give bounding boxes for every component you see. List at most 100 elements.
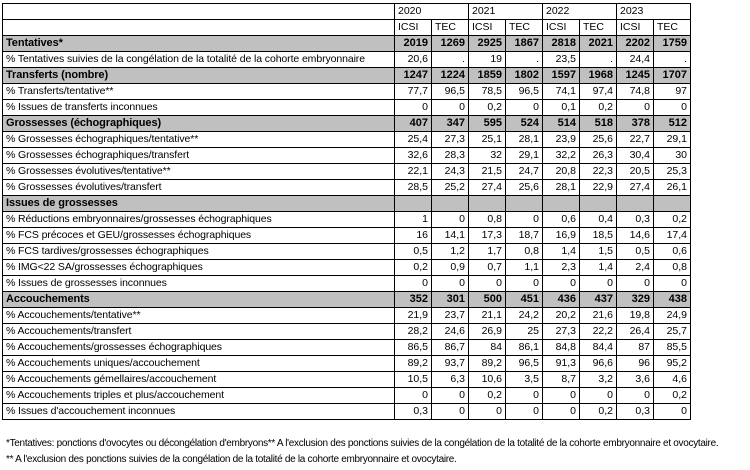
cell-value: 18,5 (579, 227, 617, 244)
cell-value: 524 (505, 115, 543, 132)
cell-value (505, 195, 543, 212)
cell-value: 0,8 (468, 211, 506, 228)
year-header: 2022 (542, 3, 617, 20)
cell-value: 512 (653, 115, 691, 132)
cell-value: 97,4 (579, 83, 617, 100)
cell-value: 24,2 (505, 307, 543, 324)
cell-value (468, 195, 506, 212)
cell-value: 1,2 (431, 243, 469, 260)
cell-value: 10,5 (394, 371, 432, 388)
cell-value: . (653, 51, 691, 68)
cell-value: 0 (653, 275, 691, 292)
cell-value: 0,2 (653, 387, 691, 404)
cell-value: 0,5 (394, 243, 432, 260)
row-label: % Accouchements uniques/accouchement (2, 355, 395, 372)
cell-value: 96,5 (505, 83, 543, 100)
cell-value: 18,7 (505, 227, 543, 244)
cell-value: 84 (468, 339, 506, 356)
cell-value: 21,6 (579, 307, 617, 324)
subheader-row: ICSI TEC ICSI TEC ICSI TEC ICSI TEC (2, 19, 691, 36)
cell-value: 22,1 (394, 163, 432, 180)
cell-value: 2818 (542, 35, 580, 52)
cell-value: 25,2 (431, 179, 469, 196)
cell-value: 25,1 (468, 131, 506, 148)
cell-value: 0 (431, 275, 469, 292)
cell-value: 20,8 (542, 163, 580, 180)
cell-value: 26,9 (468, 323, 506, 340)
cell-value: 96 (616, 355, 654, 372)
cell-value: 32 (468, 147, 506, 164)
cell-value: 0,7 (468, 259, 506, 276)
cell-value (579, 195, 617, 212)
footnotes: *Tentatives: ponctions d'ovocytes ou déc… (6, 436, 719, 468)
cell-value: 0 (431, 99, 469, 116)
cell-value: . (431, 51, 469, 68)
cell-value: 86,5 (394, 339, 432, 356)
table-row: % Transferts/tentative** 77,7 96,5 78,5 96,5… (2, 83, 691, 100)
table-row: % Grossesses échographiques/transfert 32,… (2, 147, 691, 164)
cell-value: 23,7 (431, 307, 469, 324)
cell-value: 0 (579, 275, 617, 292)
row-label: Transferts (nombre) (2, 67, 395, 84)
subcolumn-header: TEC (579, 19, 617, 36)
cell-value: 0 (431, 387, 469, 404)
cell-value: 1,4 (579, 259, 617, 276)
cell-value: 0,5 (616, 243, 654, 260)
cell-value: 24,4 (616, 51, 654, 68)
table-row: % Issues de transferts inconnues 0 0 0,2 0 0,… (2, 99, 691, 116)
cell-value: 2,3 (542, 259, 580, 276)
cell-value: 1867 (505, 35, 543, 52)
row-label: % FCS précoces et GEU/grossesses échogra… (2, 227, 395, 244)
cell-value (431, 195, 469, 212)
cell-value: . (505, 51, 543, 68)
cell-value: 29,1 (505, 147, 543, 164)
cell-value: 0 (616, 387, 654, 404)
row-label: % Accouchements/tentative** (2, 307, 395, 324)
cell-value: 0,2 (579, 403, 617, 420)
row-label: Tentatives* (2, 35, 395, 52)
row-label: % Accouchements/grossesses échographique… (2, 339, 395, 356)
row-label: % IMG<22 SA/grossesses échographiques (2, 259, 395, 276)
table-row: % Grossesses évolutives/tentative** 22,1 2… (2, 163, 691, 180)
year-header-row: 2020 2021 2022 2023 (2, 3, 691, 20)
cell-value: 500 (468, 291, 506, 308)
cell-value: 0 (616, 275, 654, 292)
cell-value: 0,8 (653, 259, 691, 276)
cell-value: 89,2 (394, 355, 432, 372)
cell-value: 438 (653, 291, 691, 308)
cell-value: 0 (579, 387, 617, 404)
cell-value: 329 (616, 291, 654, 308)
row-label: % Grossesses évolutives/tentative** (2, 163, 395, 180)
section-row: Tentatives* 2019 1269 2925 1867 2818 2021 2202 1… (2, 35, 691, 52)
cell-value: 96,5 (505, 355, 543, 372)
cell-value: 3,6 (616, 371, 654, 388)
cell-value: 26,1 (653, 179, 691, 196)
cell-value: 28,1 (542, 179, 580, 196)
cell-value: 3,5 (505, 371, 543, 388)
corner-cell (2, 3, 395, 20)
cell-value: 1,5 (579, 243, 617, 260)
cell-value: 24,6 (431, 323, 469, 340)
cell-value: 0,3 (616, 403, 654, 420)
cell-value: 1224 (431, 67, 469, 84)
cell-value: 436 (542, 291, 580, 308)
cell-value: 352 (394, 291, 432, 308)
cell-value (542, 195, 580, 212)
cell-value: 20,6 (394, 51, 432, 68)
cell-value: 6,3 (431, 371, 469, 388)
cell-value: 24,9 (653, 307, 691, 324)
row-label: % Accouchements gémellaires/accouchement (2, 371, 395, 388)
cell-value: 2,4 (616, 259, 654, 276)
cell-value: 0 (468, 275, 506, 292)
table-row: % Grossesses évolutives/transfert 28,5 25,… (2, 179, 691, 196)
row-label: % Accouchements/transfert (2, 323, 395, 340)
cell-value: 1247 (394, 67, 432, 84)
row-label: % FCS tardives/grossesses échographiques (2, 243, 395, 260)
cell-value: 27,4 (616, 179, 654, 196)
section-row: Grossesses (échographiques) 407 347 595 524 5… (2, 115, 691, 132)
section-row: Issues de grossesses (2, 195, 691, 212)
subcolumn-header: TEC (505, 19, 543, 36)
cell-value: 21,1 (468, 307, 506, 324)
cell-value: 22,9 (579, 179, 617, 196)
table-row: % Accouchements triples et plus/accouche… (2, 387, 691, 404)
